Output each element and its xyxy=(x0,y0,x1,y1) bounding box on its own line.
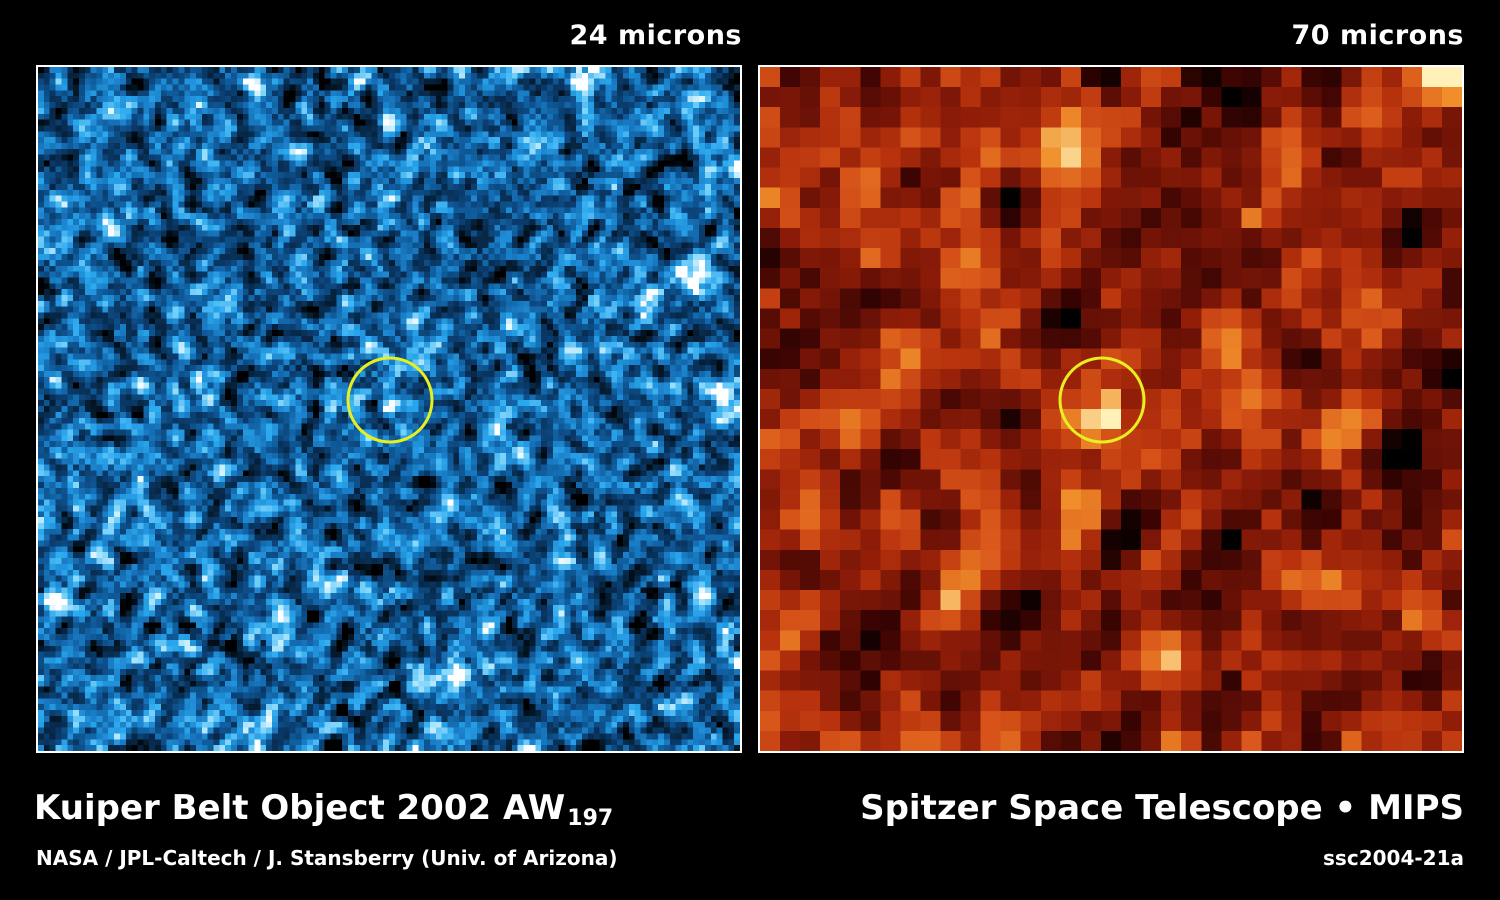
band-label-24-microns: 24 microns xyxy=(569,20,742,51)
target-marker-overlay xyxy=(346,356,434,444)
target-circle-marker xyxy=(346,356,434,444)
image-id: ssc2004-21a xyxy=(1323,846,1464,870)
image-panel-70-microns xyxy=(758,65,1464,753)
target-marker-overlay xyxy=(1058,356,1146,444)
infrared-image-70-microns xyxy=(760,67,1462,751)
instrument-title: Spitzer Space Telescope • MIPS xyxy=(860,788,1464,828)
image-panel-24-microns xyxy=(36,65,742,753)
band-label-70-microns: 70 microns xyxy=(1291,20,1464,51)
object-title-subscript: 197 xyxy=(567,806,614,831)
target-circle-marker xyxy=(1058,356,1146,444)
object-title: Kuiper Belt Object 2002 AW197 xyxy=(34,788,614,831)
image-credit: NASA / JPL-Caltech / J. Stansberry (Univ… xyxy=(36,846,618,870)
infrared-image-24-microns xyxy=(38,67,740,751)
